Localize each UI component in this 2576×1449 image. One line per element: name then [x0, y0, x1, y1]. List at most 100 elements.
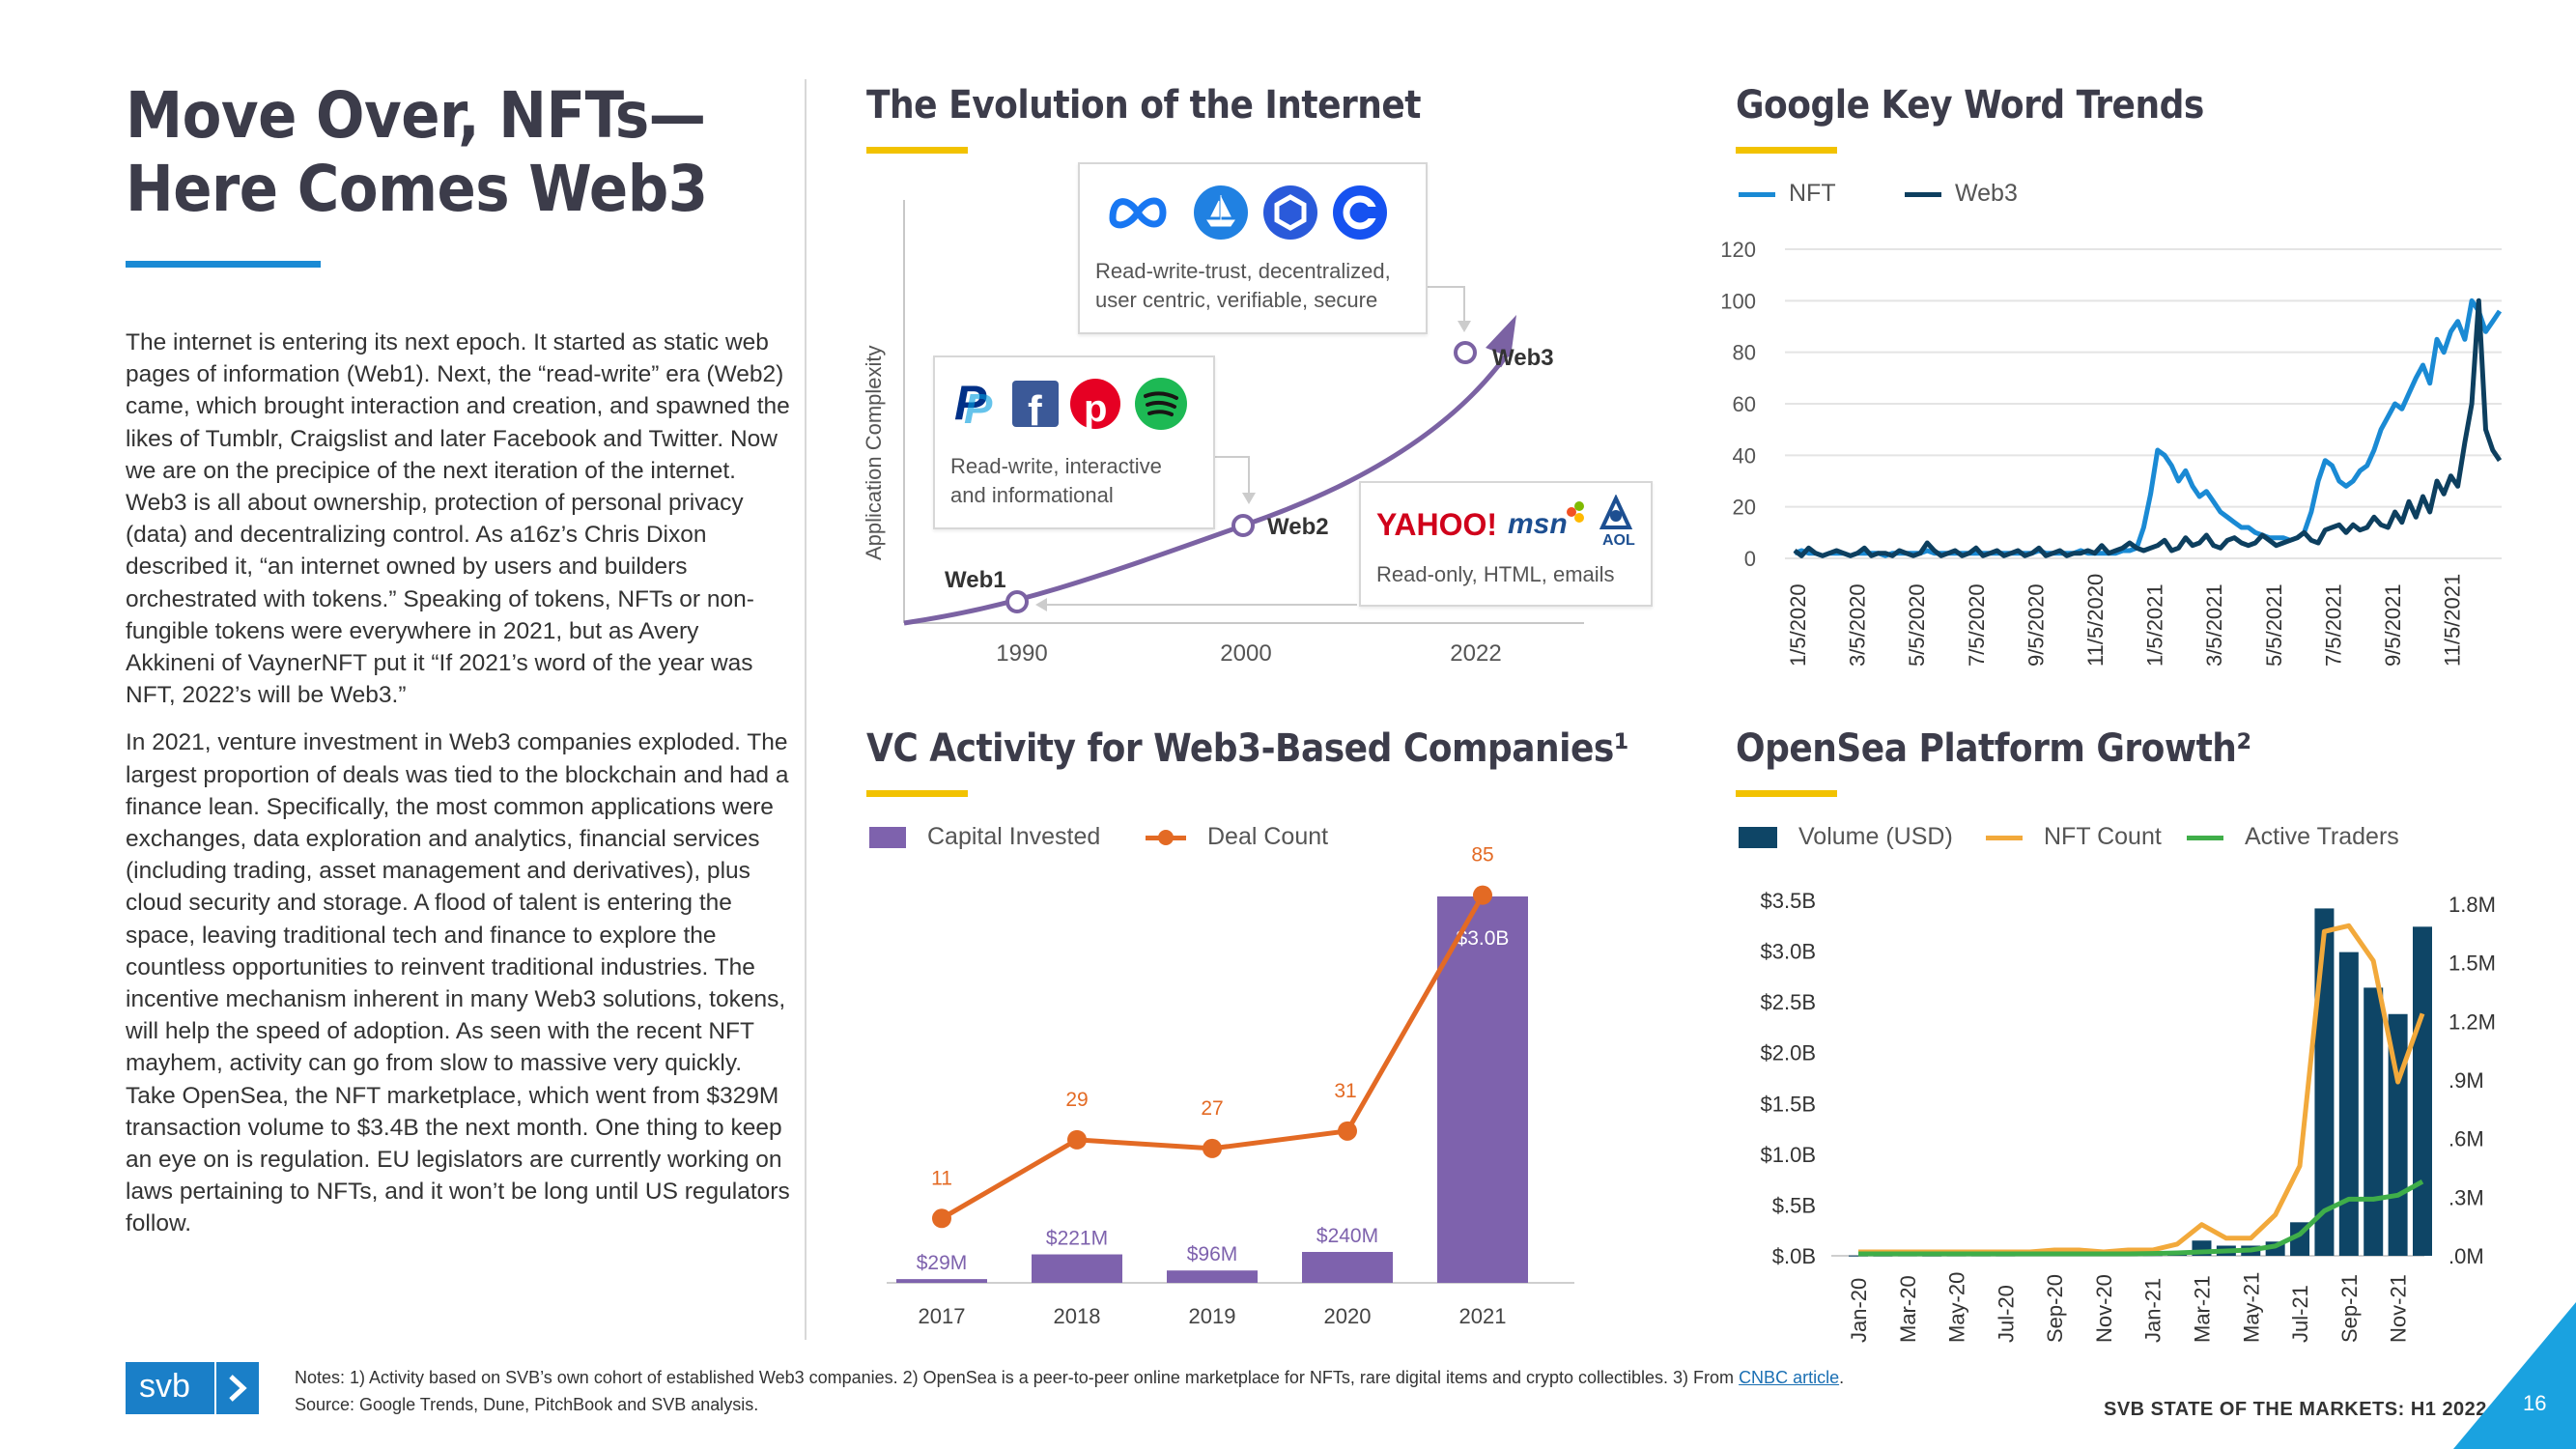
body-paragraph-2: In 2021, venture investment in Web3 comp…	[126, 729, 790, 1237]
web2-brand-icons: P P f p	[954, 376, 1187, 433]
opensea-y-right-tick: .9M	[2449, 1068, 2484, 1093]
vc-deal-label: 29	[1065, 1089, 1088, 1111]
svg-text:msn: msn	[1508, 508, 1568, 540]
vc-capital-label: $96M	[1187, 1243, 1238, 1265]
opensea-y-right-tick: .0M	[2449, 1244, 2484, 1268]
yahoo-icon: YAHOO!	[1376, 507, 1497, 542]
trends-x-tick: 11/5/2020	[2083, 574, 2108, 667]
web1-point	[1005, 590, 1029, 613]
vc-legend-capital-label: Capital Invested	[927, 823, 1101, 850]
web3-point	[1454, 341, 1477, 364]
opensea-legend-traders: Active Traders	[2187, 823, 2399, 851]
svb-logo-text: svb	[139, 1368, 190, 1405]
vc-deal-point	[1067, 1129, 1087, 1150]
facebook-icon: f	[1012, 381, 1059, 433]
trends-title-underline	[1736, 147, 1837, 154]
footer-notes-end: .	[1839, 1368, 1845, 1387]
vc-capital-bar	[1302, 1252, 1393, 1283]
vc-deal-label: 11	[931, 1167, 952, 1189]
web1-card: YAHOO! msn AOL Read-only, HTML, emails	[1359, 481, 1653, 607]
svb-logo-chevron-icon	[214, 1362, 216, 1414]
vc-capital-label: $29M	[917, 1252, 968, 1274]
column-divider	[805, 79, 807, 1340]
trends-y-tick: 120	[1720, 238, 1756, 262]
web2-card-line-1: Read-write, interactive	[950, 454, 1162, 478]
opensea-y-right-tick: .3M	[2449, 1185, 2484, 1209]
vc-legend-deals-marker	[1158, 829, 1174, 845]
opensea-y-left-tick: $3.5B	[1761, 889, 1817, 913]
opensea-legend-volume: Volume (USD)	[1739, 823, 1953, 851]
opensea-y-right-tick: 1.8M	[2449, 893, 2496, 917]
year-2000: 2000	[1220, 640, 1271, 667]
web2-card-text: Read-write, interactive and informationa…	[950, 452, 1211, 510]
web3-connector-arrow	[1458, 321, 1471, 332]
evolution-curve-arrowhead	[1486, 315, 1516, 357]
opensea-x-tick: Jan-21	[2141, 1278, 2166, 1343]
opensea-y-left-tick: $2.0B	[1761, 1041, 1817, 1065]
web3-card-line-1: Read-write-trust, decentralized,	[1095, 259, 1391, 283]
opensea-x-tick: Sep-20	[2043, 1274, 2067, 1343]
trends-series-web3	[1793, 298, 2503, 558]
opensea-legend-volume-swatch	[1739, 827, 1777, 849]
opensea-x-tick: Jan-20	[1847, 1278, 1871, 1343]
cnbc-article-link[interactable]: CNBC article	[1739, 1368, 1840, 1387]
web3-card: Read-write-trust, decentralized, user ce…	[1078, 162, 1428, 334]
trends-y-tick: 20	[1733, 496, 1756, 520]
web1-label: Web1	[945, 567, 1006, 593]
trends-x-tick: 3/5/2020	[1846, 583, 1870, 667]
report-name: SVB STATE OF THE MARKETS: H1 2022	[2104, 1399, 2487, 1420]
opensea-x-tick: Sep-21	[2337, 1274, 2362, 1343]
opensea-volume-bar	[2314, 908, 2335, 1256]
opensea-x-tick: Jul-21	[2288, 1285, 2312, 1343]
svb-logo[interactable]: svb	[126, 1362, 259, 1414]
trends-x-tick: 9/5/2021	[2381, 583, 2405, 667]
corner-triangle	[2453, 1302, 2576, 1449]
web3-brand-icons	[1109, 185, 1387, 240]
svg-text:p: p	[1084, 387, 1107, 430]
opensea-legend-nftcount-label: NFT Count	[2044, 823, 2162, 850]
opensea-legend-traders-swatch	[2187, 835, 2223, 840]
trends-x-tick: 7/5/2021	[2321, 583, 2345, 667]
opensea-y-left-tick: $1.0B	[1761, 1143, 1817, 1167]
trends-title: Google Key Word Trends	[1736, 83, 2204, 128]
page-number: 16	[2523, 1391, 2547, 1415]
evolution-y-label: Application Complexity	[862, 345, 886, 560]
web1-card-text: Read-only, HTML, emails	[1376, 562, 1615, 586]
vc-deal-label: 85	[1471, 844, 1493, 867]
trends-legend-nft-label: NFT	[1789, 180, 1836, 207]
opensea-legend-traders-label: Active Traders	[2245, 823, 2399, 850]
opensea-volume-bar	[2364, 987, 2384, 1256]
msn-icon: msn	[1508, 501, 1584, 540]
trends-legend-web3-label: Web3	[1955, 180, 2018, 207]
trends-x-tick: 7/5/2020	[1965, 583, 1989, 667]
chevron-right-icon	[229, 1375, 247, 1402]
body-paragraph-1: The internet is entering its next epoch.…	[126, 329, 790, 709]
opensea-growth-chart: $.0B $.5B $1.0B $1.5B $2.0B $2.5B $3.0B $3.5B .0…	[1761, 889, 2496, 1343]
vc-year-label: 2020	[1324, 1304, 1372, 1328]
web1-brand-icons: YAHOO! msn AOL	[1376, 495, 1635, 549]
pinterest-icon: p	[1070, 379, 1120, 430]
vc-capital-label: $221M	[1046, 1228, 1108, 1250]
opensea-y-left-tick: $.0B	[1772, 1244, 1816, 1268]
vc-deal-label: 31	[1334, 1080, 1356, 1102]
vc-capital-label: $240M	[1316, 1225, 1378, 1247]
svg-text:P: P	[954, 376, 987, 430]
trends-x-tick: 5/5/2021	[2262, 583, 2286, 667]
footer-notes: Notes: 1) Activity based on SVB’s own co…	[295, 1364, 1844, 1418]
web3-card-line-2: user centric, verifiable, secure	[1095, 288, 1378, 312]
footer-notes-line: Notes: 1) Activity based on SVB’s own co…	[295, 1364, 1844, 1391]
web2-label: Web2	[1267, 514, 1329, 540]
footer-source: Source: Google Trends, Dune, PitchBook a…	[295, 1395, 759, 1414]
opensea-legend-nftcount: NFT Count	[1986, 823, 2162, 851]
spotify-icon	[1135, 378, 1187, 430]
footer-notes-text: Notes: 1) Activity based on SVB’s own co…	[295, 1368, 1735, 1387]
web2-connector	[1207, 456, 1250, 496]
svg-text:AOL: AOL	[1602, 532, 1635, 549]
vc-legend-capital: Capital Invested	[869, 823, 1100, 851]
vc-capital-bar	[1437, 896, 1528, 1283]
web1-connector-arrow	[1035, 598, 1047, 611]
vc-title-underline	[866, 790, 968, 797]
vc-legend-deals: Deal Count	[1146, 823, 1328, 851]
opensea-x-tick: May-20	[1945, 1272, 1969, 1343]
vc-deal-point	[1473, 885, 1492, 905]
